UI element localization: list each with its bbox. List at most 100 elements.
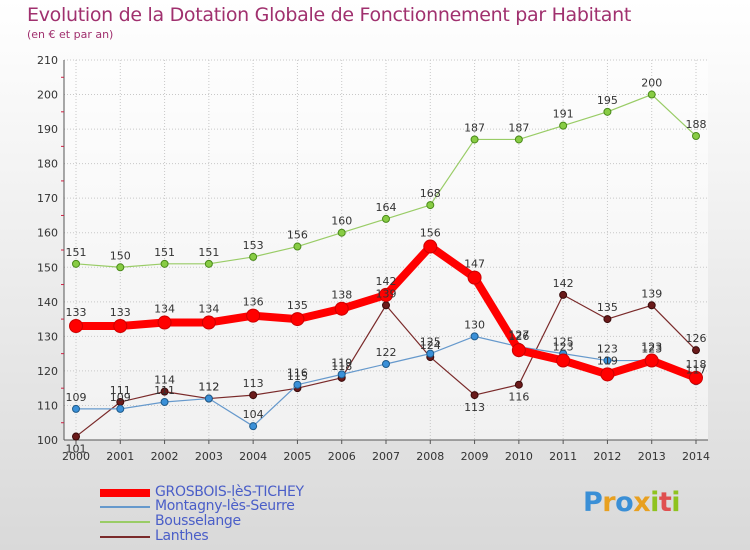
data-point-bousselange bbox=[470, 135, 479, 144]
legend-label: Montagny-lès-Seurre bbox=[155, 498, 295, 514]
data-point-bousselange bbox=[249, 252, 258, 261]
y-tick-label: 160 bbox=[37, 227, 58, 240]
data-point-bousselange bbox=[382, 214, 390, 223]
data-label: 151 bbox=[198, 246, 219, 259]
data-label: 118 bbox=[686, 358, 707, 371]
data-point-grosbois-l-s-tichey bbox=[689, 370, 703, 385]
data-label: 151 bbox=[66, 246, 87, 259]
data-point-bousselange bbox=[559, 121, 568, 130]
data-label: 156 bbox=[420, 227, 441, 240]
y-tick-label: 120 bbox=[37, 365, 58, 378]
x-tick-label: 2010 bbox=[505, 450, 533, 463]
data-point-montagny-l-s-seurre bbox=[160, 398, 169, 406]
data-point-bousselange bbox=[72, 259, 80, 268]
legend-swatch bbox=[100, 489, 150, 497]
data-label: 114 bbox=[154, 374, 175, 387]
data-label: 127 bbox=[508, 329, 529, 342]
y-tick-label: 180 bbox=[37, 158, 58, 171]
data-point-lanthes bbox=[72, 432, 80, 441]
x-tick-label: 2004 bbox=[239, 450, 267, 463]
data-point-bousselange bbox=[204, 259, 213, 268]
data-label: 134 bbox=[198, 303, 219, 316]
data-label: 135 bbox=[287, 299, 308, 312]
data-label: 123 bbox=[553, 341, 574, 354]
x-tick-label: 2002 bbox=[151, 450, 179, 463]
data-point-lanthes bbox=[559, 290, 568, 299]
data-point-bousselange bbox=[293, 242, 302, 251]
x-tick-label: 2008 bbox=[416, 450, 444, 463]
data-label: 101 bbox=[66, 443, 87, 456]
data-label: 112 bbox=[198, 381, 219, 394]
data-point-grosbois-l-s-tichey bbox=[644, 353, 659, 368]
data-point-bousselange bbox=[647, 90, 656, 99]
data-label: 188 bbox=[686, 118, 707, 131]
data-point-montagny-l-s-seurre bbox=[249, 422, 258, 431]
data-point-montagny-l-s-seurre bbox=[293, 380, 302, 389]
proxiti-logo: Proxiti bbox=[583, 487, 681, 518]
data-point-montagny-l-s-seurre bbox=[204, 394, 213, 403]
data-point-lanthes bbox=[470, 391, 479, 400]
data-label: 191 bbox=[553, 108, 574, 121]
data-point-bousselange bbox=[337, 228, 346, 237]
x-tick-label: 2014 bbox=[682, 450, 710, 463]
data-label: 168 bbox=[420, 187, 441, 200]
x-tick-label: 2009 bbox=[461, 450, 489, 463]
data-point-grosbois-l-s-tichey bbox=[157, 315, 172, 330]
y-tick-label: 200 bbox=[37, 89, 58, 102]
data-label: 136 bbox=[243, 296, 264, 309]
data-point-grosbois-l-s-tichey bbox=[290, 312, 305, 327]
data-label: 139 bbox=[376, 287, 397, 300]
data-label: 160 bbox=[331, 215, 352, 228]
y-tick-label: 100 bbox=[37, 434, 58, 447]
data-label: 104 bbox=[243, 408, 264, 421]
data-point-bousselange bbox=[692, 132, 700, 140]
y-tick-label: 170 bbox=[37, 192, 58, 205]
data-label: 109 bbox=[110, 391, 131, 404]
data-label: 133 bbox=[110, 306, 131, 319]
data-point-lanthes bbox=[160, 387, 169, 396]
data-label: 109 bbox=[66, 391, 87, 404]
data-label: 130 bbox=[464, 318, 485, 331]
x-tick-label: 2005 bbox=[283, 450, 311, 463]
data-point-grosbois-l-s-tichey bbox=[379, 287, 393, 302]
data-label: 112 bbox=[198, 381, 219, 394]
legend-swatch bbox=[100, 506, 150, 508]
data-point-grosbois-l-s-tichey bbox=[334, 301, 349, 316]
data-label: 123 bbox=[641, 341, 662, 354]
data-label: 142 bbox=[376, 275, 397, 288]
data-point-montagny-l-s-seurre bbox=[470, 332, 479, 341]
data-point-bousselange bbox=[603, 107, 612, 116]
legend-swatch bbox=[100, 521, 150, 523]
legend-label: Bousselange bbox=[155, 513, 241, 529]
data-point-grosbois-l-s-tichey bbox=[69, 319, 83, 333]
x-tick-label: 2000 bbox=[62, 450, 90, 463]
data-label: 119 bbox=[331, 356, 352, 369]
data-label: 142 bbox=[553, 277, 574, 290]
data-label: 111 bbox=[110, 384, 131, 397]
data-label: 156 bbox=[287, 229, 308, 242]
data-label: 164 bbox=[376, 201, 397, 214]
y-tick-label: 140 bbox=[37, 296, 58, 309]
data-label: 133 bbox=[66, 306, 87, 319]
data-point-bousselange bbox=[426, 201, 435, 210]
data-label: 111 bbox=[154, 384, 175, 397]
x-tick-label: 2011 bbox=[549, 450, 577, 463]
data-label: 125 bbox=[420, 336, 441, 349]
x-tick-label: 2012 bbox=[593, 450, 621, 463]
legend-swatch bbox=[100, 536, 150, 538]
data-point-montagny-l-s-seurre bbox=[72, 404, 80, 413]
data-point-montagny-l-s-seurre bbox=[337, 370, 346, 379]
x-tick-label: 2006 bbox=[328, 450, 356, 463]
data-label: 124 bbox=[420, 339, 441, 352]
data-point-bousselange bbox=[514, 135, 523, 144]
data-point-lanthes bbox=[382, 301, 390, 310]
data-label: 116 bbox=[508, 391, 529, 404]
data-point-grosbois-l-s-tichey bbox=[423, 239, 438, 254]
data-label: 126 bbox=[508, 330, 529, 343]
data-label: 122 bbox=[376, 346, 397, 359]
data-point-montagny-l-s-seurre bbox=[382, 360, 390, 368]
y-tick-label: 130 bbox=[37, 330, 58, 343]
data-label: 123 bbox=[597, 343, 618, 356]
data-label: 135 bbox=[597, 301, 618, 314]
